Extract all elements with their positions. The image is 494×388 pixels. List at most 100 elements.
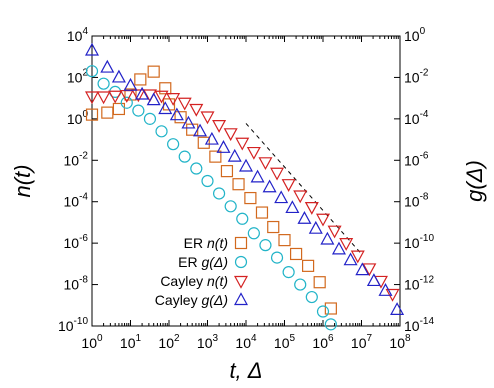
y2-tick-label-exponent: -2	[420, 67, 429, 78]
data-point	[339, 238, 354, 251]
legend: ER n(t)ER g(Δ)Cayley n(t)Cayley g(Δ)	[155, 235, 249, 308]
x-tick-label-exponent: 8	[405, 333, 411, 344]
data-point	[304, 201, 319, 215]
x-tick-label: 106	[312, 333, 334, 351]
data-point	[123, 77, 138, 91]
data-point	[244, 191, 257, 205]
data-point	[238, 158, 254, 172]
series-layer	[84, 42, 405, 331]
x-tick-label: 101	[120, 333, 142, 351]
data-point	[201, 174, 214, 188]
series-3	[84, 42, 405, 315]
data-point	[258, 157, 273, 171]
y-tick-label: 10-4	[64, 192, 89, 210]
data-point	[324, 302, 337, 315]
y2-tick-label: 10-6	[404, 150, 429, 168]
y2-tick-label-base: 10	[404, 152, 420, 168]
x-tick-label-exponent: 2	[174, 333, 180, 344]
x-tick-label-base: 10	[197, 335, 213, 351]
data-point	[308, 220, 323, 234]
data-point	[324, 318, 337, 331]
y-tick-label-base: 10	[64, 277, 80, 293]
data-point	[178, 150, 191, 163]
y-tick-label-exponent: -4	[79, 192, 88, 203]
legend-label-var: g(Δ)	[201, 292, 228, 308]
data-point	[212, 119, 227, 133]
legend-label-var: g(Δ)	[201, 254, 228, 270]
y2-tick-label-exponent: -12	[420, 275, 435, 286]
data-point	[235, 137, 250, 151]
legend-label-prefix: ER	[178, 254, 201, 270]
x-axis: 100 101 102 103 104 105 106 107 108	[81, 36, 411, 351]
data-point	[250, 169, 265, 183]
data-point	[158, 101, 173, 115]
y2-tick-label-base: 10	[404, 28, 420, 44]
x-tick-label: 104	[235, 333, 257, 351]
y2-tick-label-base: 10	[404, 69, 420, 85]
data-point	[134, 73, 147, 86]
data-point	[84, 42, 100, 56]
y-tick-label-base: 10	[64, 152, 80, 168]
y2-tick-label-exponent: -14	[420, 316, 435, 327]
data-point	[316, 305, 330, 318]
data-point	[247, 227, 260, 240]
legend-marker	[233, 292, 249, 306]
plot-border	[91, 35, 401, 327]
data-point	[204, 131, 219, 145]
data-point	[362, 263, 377, 277]
data-point	[120, 96, 133, 109]
data-point	[147, 65, 160, 78]
data-point	[197, 136, 210, 149]
data-point	[320, 231, 335, 245]
data-point	[155, 125, 168, 138]
y-tick-label-exponent: -10	[74, 316, 89, 327]
x-tick-label-base: 10	[351, 335, 367, 351]
data-point	[301, 259, 315, 272]
data-point	[131, 89, 146, 103]
y-tick-label: 10-2	[64, 150, 89, 168]
legend-label: ER g(Δ)	[178, 254, 228, 270]
data-point	[297, 211, 312, 224]
data-point	[378, 283, 393, 296]
data-point	[96, 91, 111, 105]
x-axis-title: t, Δ	[229, 358, 262, 383]
y-tick-label-exponent: -2	[79, 150, 88, 161]
data-point	[278, 234, 291, 247]
data-point	[84, 91, 100, 105]
data-point	[270, 251, 284, 264]
y-tick-label-exponent: 0	[82, 109, 88, 120]
data-point	[285, 200, 300, 214]
reference-line-group	[245, 123, 362, 255]
data-point	[181, 115, 196, 129]
x-tick-label-exponent: 5	[290, 333, 296, 344]
y-tick-label: 104	[67, 26, 89, 44]
y2-tick-label-base: 10	[404, 194, 420, 210]
data-point	[177, 97, 192, 111]
data-point	[193, 123, 208, 137]
data-point	[159, 82, 172, 95]
data-point	[366, 273, 381, 287]
y-tick-label-base: 10	[67, 69, 83, 85]
y-tick-label-base: 10	[64, 235, 80, 251]
data-point	[111, 69, 126, 83]
y-tick-label-exponent: 2	[82, 67, 88, 78]
x-tick-label-base: 10	[274, 335, 290, 351]
legend-marker	[234, 236, 248, 250]
y-tick-label-base: 10	[67, 28, 83, 44]
legend-label-prefix: ER	[184, 235, 207, 251]
y-tick-label-exponent: -6	[79, 233, 88, 244]
x-tick-label-base: 10	[120, 335, 136, 351]
data-point	[223, 128, 238, 142]
legend-label: Cayley n(t)	[160, 273, 228, 289]
series-1	[85, 65, 337, 331]
plot-frame	[91, 35, 401, 327]
legend-label-prefix: Cayley	[155, 292, 202, 308]
y2-tick-label: 100	[404, 26, 426, 44]
data-point	[216, 140, 231, 153]
data-point	[146, 92, 161, 106]
x-tick-label-base: 10	[81, 335, 97, 351]
data-point	[167, 138, 180, 151]
data-point	[85, 108, 99, 121]
